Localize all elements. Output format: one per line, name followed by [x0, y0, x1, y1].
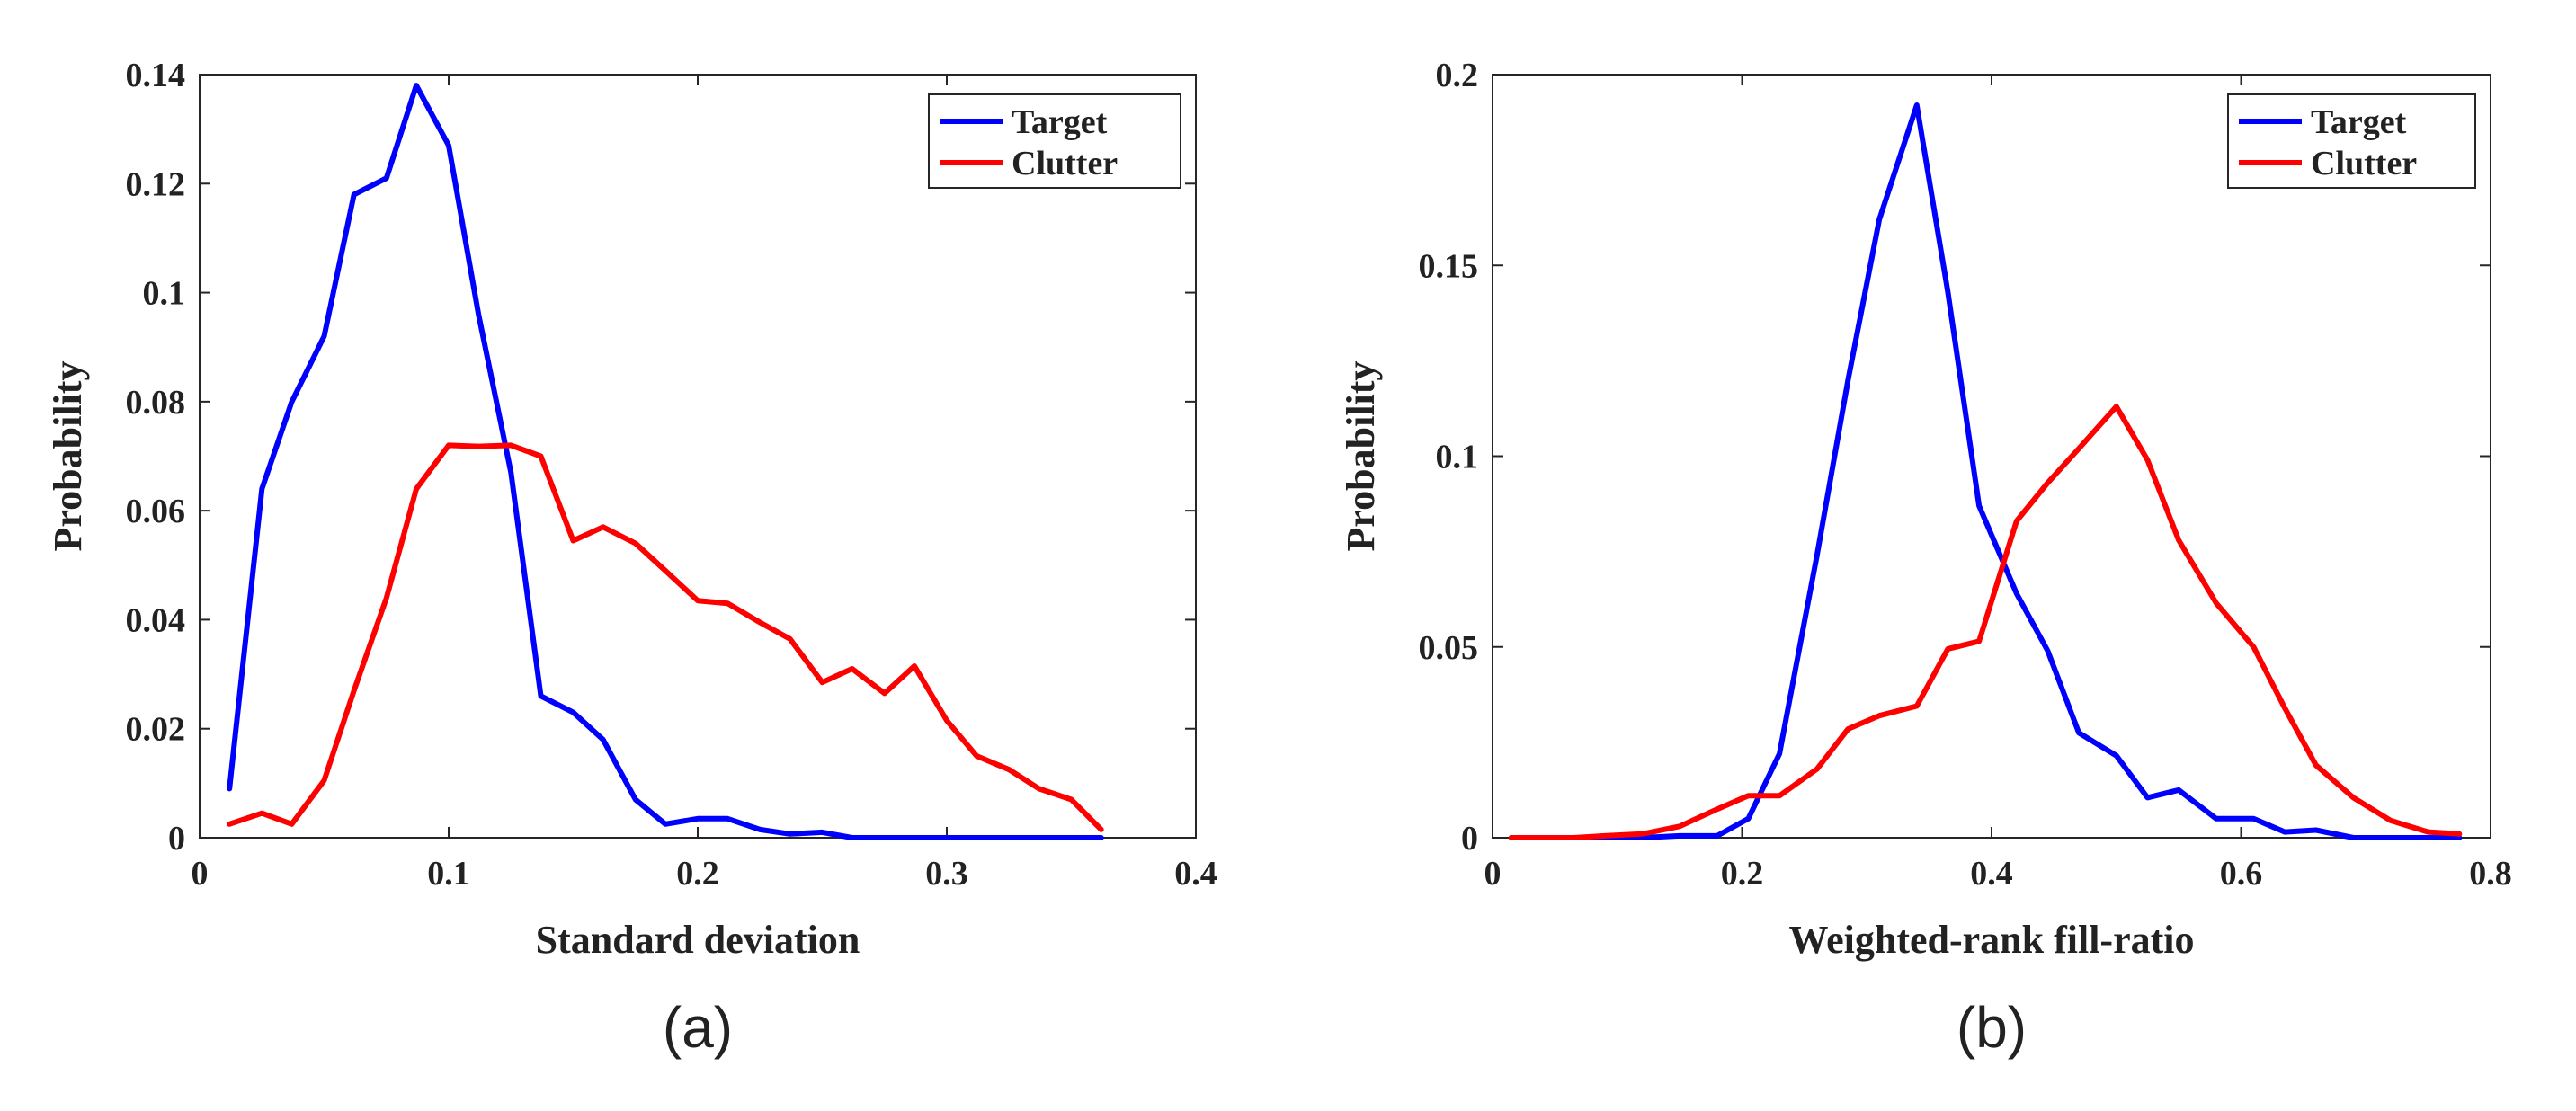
plot-area-frame — [1492, 74, 2491, 839]
plot-area-frame — [199, 74, 1197, 839]
x-axis-label: Standard deviation — [536, 918, 860, 962]
y-tick-label: 0.14 — [126, 57, 186, 94]
legend-box — [2227, 93, 2476, 189]
x-tick-label: 0.4 — [1970, 855, 2013, 893]
x-tick-label: 0 — [192, 855, 209, 893]
y-tick-label: 0.06 — [126, 493, 186, 530]
x-tick-label: 0.1 — [427, 855, 470, 893]
y-tick-label: 0.12 — [126, 165, 186, 203]
y-tick-label: 0.2 — [1436, 57, 1479, 94]
x-tick-label: 0.6 — [2220, 855, 2263, 893]
x-tick-label: 0 — [1484, 855, 1502, 893]
legend: Target Clutter — [928, 93, 1181, 189]
x-axis-label: Weighted-rank fill-ratio — [1789, 918, 2195, 962]
y-tick-label: 0.04 — [126, 601, 186, 639]
legend-box — [928, 93, 1181, 189]
legend-entry-target: Target — [1012, 103, 1108, 141]
panel-label: (a) — [663, 995, 733, 1060]
y-tick-label: 0.08 — [126, 384, 186, 422]
x-tick-label: 0.8 — [2469, 855, 2512, 893]
x-tick-label: 0.2 — [676, 855, 719, 893]
series-line-clutter — [227, 442, 1104, 832]
y-axis-label: Probability — [1339, 361, 1383, 552]
y-axis-label: Probability — [46, 361, 90, 552]
y-tick-label: 0 — [168, 820, 185, 858]
y-tick-label: 0 — [1461, 820, 1478, 858]
series-line-target — [1508, 102, 2463, 840]
series-line-clutter — [1508, 404, 2463, 840]
legend-entry-clutter: Clutter — [2311, 145, 2417, 182]
y-tick-label: 0.05 — [1419, 629, 1479, 667]
y-tick-label: 0.1 — [1436, 439, 1479, 476]
y-tick-label: 0.1 — [143, 275, 186, 313]
panel-label: (b) — [1957, 995, 2027, 1060]
y-tick-label: 0.15 — [1419, 247, 1479, 285]
legend-entry-clutter: Clutter — [1012, 145, 1118, 182]
y-tick-label: 0.02 — [126, 711, 186, 749]
x-tick-label: 0.4 — [1174, 855, 1217, 893]
chart-panel-a: 0 0.1 0.2 0.3 0.4 0 0.02 0.04 0.06 0.08 0.1 0.12 0.1… — [46, 57, 1217, 1060]
x-tick-label: 0.2 — [1721, 855, 1764, 893]
chart-panel-b: 0 0.2 0.4 0.6 0.8 0 0.05 0.1 0.15 0.2 Weighted-ran… — [1339, 57, 2512, 1060]
series-line-target — [227, 83, 1104, 840]
legend: Target Clutter — [2227, 93, 2476, 189]
x-tick-label: 0.3 — [925, 855, 968, 893]
legend-entry-target: Target — [2311, 103, 2407, 141]
